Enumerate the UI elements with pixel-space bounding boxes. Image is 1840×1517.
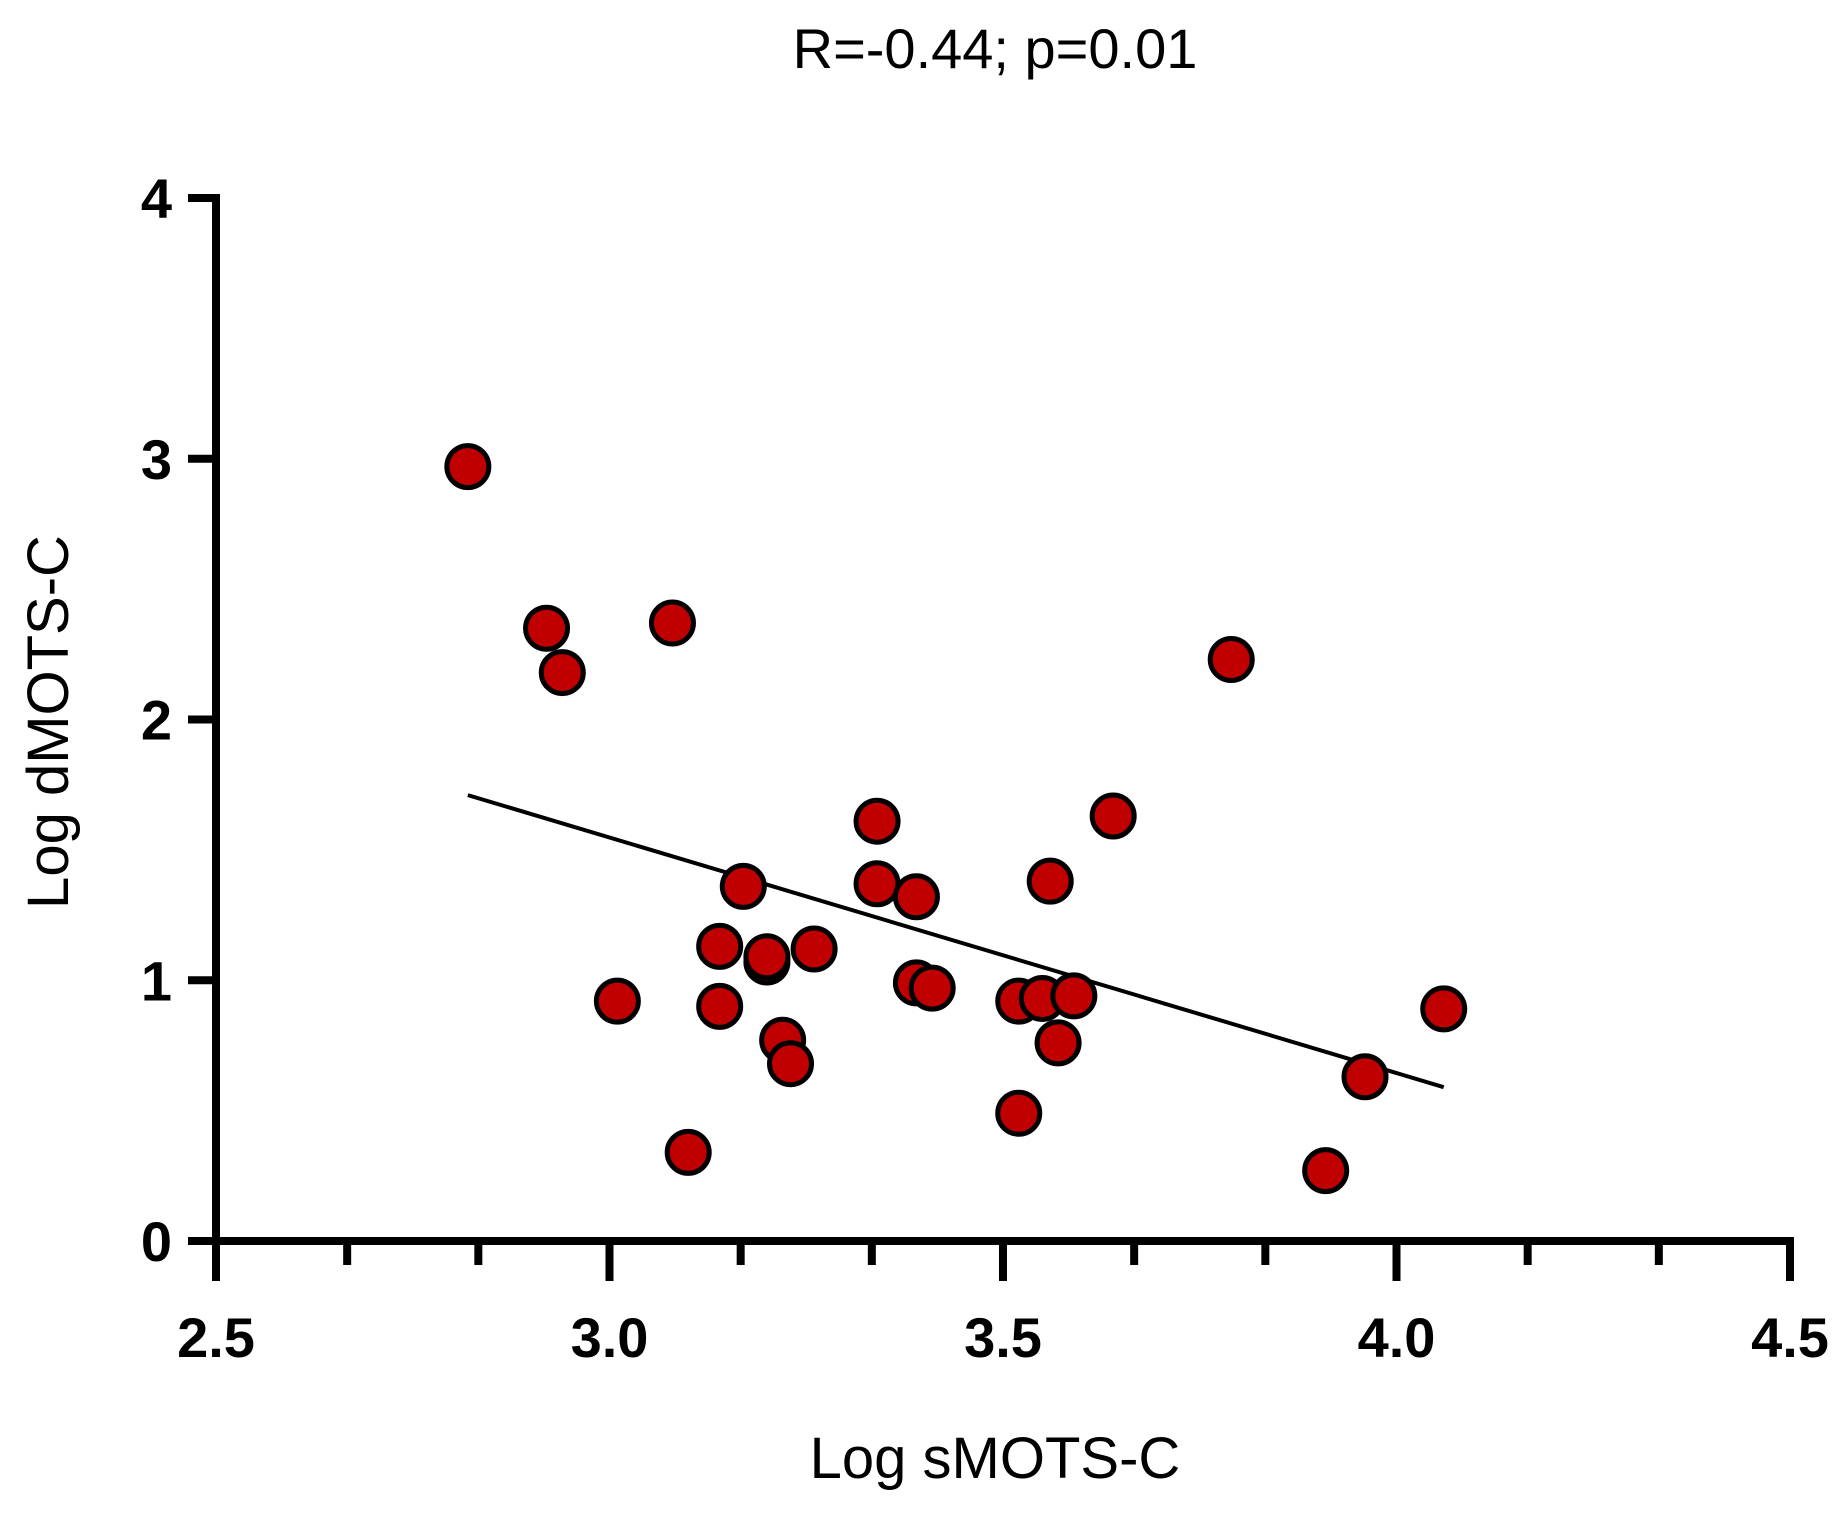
data-point <box>892 873 940 921</box>
y-tick-label: 4 <box>141 167 172 230</box>
data-point <box>593 977 641 1025</box>
data-point <box>1302 1147 1350 1195</box>
data-point <box>696 922 744 970</box>
regression-line-group <box>467 793 1445 1090</box>
data-point <box>853 860 901 908</box>
y-tick-label: 3 <box>141 428 172 491</box>
data-point <box>1050 972 1098 1020</box>
data-point <box>538 649 586 697</box>
data-point <box>664 1128 712 1176</box>
data-points <box>444 443 1468 1195</box>
data-point <box>1341 1053 1389 1101</box>
data-point <box>743 933 791 981</box>
x-tick-label: 3.5 <box>964 1306 1042 1369</box>
x-axis-ticks: 2.5 3.0 3.5 4.0 4.5 <box>177 1241 1829 1369</box>
axes <box>208 194 1794 1249</box>
data-point <box>444 443 492 491</box>
y-tick-label: 1 <box>141 949 172 1012</box>
y-tick-label: 2 <box>141 689 172 752</box>
y-axis-label: Log dMOTS-C <box>16 535 81 909</box>
data-point <box>523 604 571 652</box>
data-point <box>1420 985 1468 1033</box>
data-point <box>1089 792 1137 840</box>
x-tick-label: 4.5 <box>1751 1306 1829 1369</box>
y-axis-ticks: 0 1 2 3 4 <box>141 167 216 1273</box>
x-tick-label: 4.0 <box>1358 1306 1436 1369</box>
data-point <box>1207 636 1255 684</box>
y-tick-label: 0 <box>141 1210 172 1273</box>
x-tick-label: 2.5 <box>177 1306 255 1369</box>
data-point <box>908 964 956 1012</box>
data-point <box>1034 1019 1082 1067</box>
x-tick-label: 3.0 <box>571 1306 649 1369</box>
data-point <box>853 797 901 845</box>
chart-title: R=-0.44; p=0.01 <box>793 17 1198 80</box>
data-point <box>1026 857 1074 905</box>
regression-line <box>467 793 1445 1090</box>
data-point <box>719 862 767 910</box>
data-point <box>995 1089 1043 1137</box>
data-point <box>767 1040 815 1088</box>
data-point <box>648 599 696 647</box>
data-point <box>790 925 838 973</box>
x-axis-label: Log sMOTS-C <box>810 1426 1181 1491</box>
data-point <box>696 982 744 1030</box>
